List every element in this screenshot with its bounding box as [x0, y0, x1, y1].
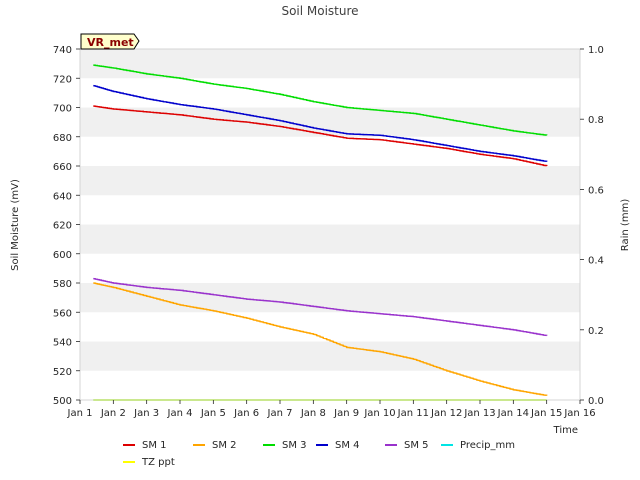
grid-band — [80, 49, 580, 79]
station-badge: VR_met — [80, 33, 140, 50]
x-tick-label: Jan 5 — [200, 408, 226, 419]
y2-tick-label: 0.8 — [588, 115, 604, 126]
x-tick-label: Jan 1 — [67, 408, 93, 419]
grid-band — [80, 166, 580, 196]
x-tick-label: Jan 6 — [233, 408, 259, 419]
y-tick-label: 700 — [53, 104, 72, 115]
grid-band — [80, 312, 580, 342]
y-tick-label: 660 — [53, 162, 72, 173]
grid-band — [80, 107, 580, 137]
grid-band — [80, 341, 580, 371]
x-tick-label: Jan 15 — [530, 408, 562, 419]
x-tick-label: Jan 4 — [167, 408, 193, 419]
legend-label: SM 3 — [282, 440, 307, 451]
x-tick-label: Jan 16 — [563, 408, 595, 419]
legend-label: SM 2 — [212, 440, 237, 451]
x-tick-label: Jan 2 — [100, 408, 126, 419]
series-line-sm-2 — [93, 282, 548, 397]
x-tick-label: Jan 10 — [363, 408, 395, 419]
y-axis-ticks: 500 520 540 560 580 600 620 640 660 680 700 720 740 — [53, 45, 80, 407]
x-tick-label: Jan 11 — [397, 408, 429, 419]
grid-band — [80, 370, 580, 400]
legend-label: SM 1 — [142, 440, 167, 451]
x-tick-label: Jan 14 — [497, 408, 529, 419]
y2-tick-label: 0.0 — [588, 396, 604, 407]
y2-tick-label: 0.4 — [588, 256, 604, 267]
x-tick-label: Jan 9 — [333, 408, 359, 419]
grid-band — [80, 224, 580, 254]
y2-axis-label: Rain (mm) — [620, 199, 631, 252]
series-line-sm-3 — [93, 64, 548, 136]
series-line-sm-4 — [93, 84, 548, 163]
x-tick-label: Jan 12 — [430, 408, 462, 419]
y2-tick-label: 1.0 — [588, 45, 604, 56]
y-tick-label: 620 — [53, 221, 72, 232]
x-axis-ticks: Jan 1 Jan 2 Jan 3 Jan 4 Jan 5 Jan 6 Jan 7 Jan 8… — [67, 400, 596, 419]
y-tick-label: 580 — [53, 279, 72, 290]
x-axis-label: Time — [553, 425, 578, 436]
badge-box — [80, 33, 140, 50]
grid-band — [80, 283, 580, 313]
y-tick-label: 720 — [53, 74, 72, 85]
chart-title: Soil Moisture — [281, 4, 358, 18]
y-tick-label: 500 — [53, 396, 72, 407]
y2-axis-ticks: 0.0 0.2 0.4 0.6 0.8 1.0 — [580, 45, 604, 407]
grid-band — [80, 78, 580, 108]
legend: SM 1 SM 2 SM 3 SM 4 SM 5 Precip_mm TZ ppt — [123, 440, 515, 468]
series-line-sm-1 — [93, 105, 548, 167]
y-tick-label: 640 — [53, 191, 72, 202]
x-tick-label: Jan 3 — [133, 408, 159, 419]
legend-label: Precip_mm — [460, 440, 515, 451]
background-bands — [80, 49, 580, 400]
legend-label: SM 4 — [335, 440, 360, 451]
y2-tick-label: 0.2 — [588, 326, 604, 337]
series-line-sm-5 — [93, 277, 548, 337]
y-tick-label: 680 — [53, 133, 72, 144]
grid-band — [80, 195, 580, 225]
x-tick-label: Jan 13 — [463, 408, 495, 419]
legend-label: TZ ppt — [141, 457, 175, 468]
y2-tick-label: 0.6 — [588, 185, 604, 196]
y-axis-label: Soil Moisture (mV) — [10, 179, 21, 271]
y-tick-label: 520 — [53, 367, 72, 378]
legend-label: SM 5 — [404, 440, 429, 451]
grid-band — [80, 253, 580, 283]
x-tick-label: Jan 7 — [267, 408, 293, 419]
y-tick-label: 740 — [53, 45, 72, 56]
y-tick-label: 540 — [53, 338, 72, 349]
y-tick-label: 560 — [53, 308, 72, 319]
x-tick-label: Jan 8 — [300, 408, 326, 419]
grid-band — [80, 136, 580, 166]
y-tick-label: 600 — [53, 250, 72, 261]
badge-label: VR_met — [87, 36, 134, 49]
